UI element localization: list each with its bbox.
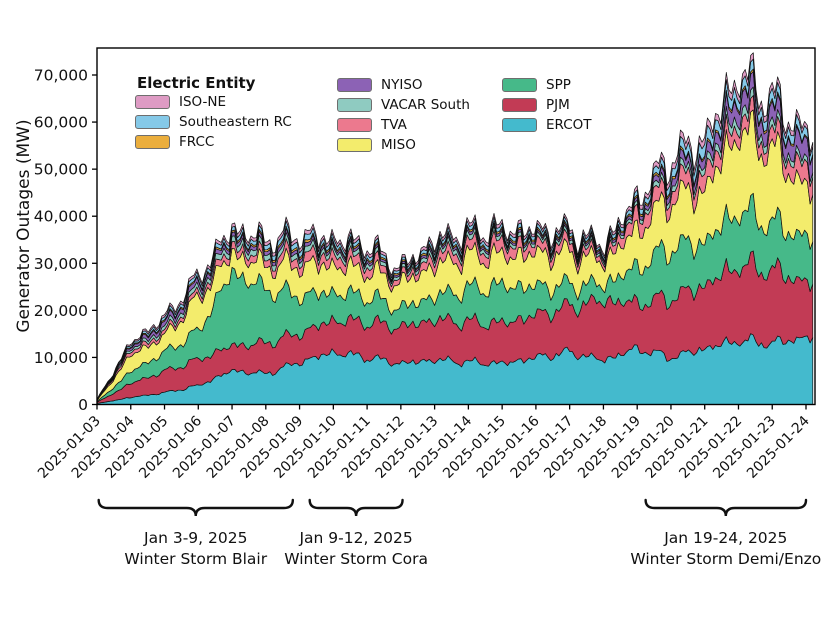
brace-winter-storm-blair	[97, 498, 295, 517]
brace-winter-storm-cora	[308, 498, 404, 517]
plot-border	[96, 47, 816, 406]
annotation-storm-name: Winter Storm Blair	[124, 550, 268, 568]
y-axis-label: Generator Outages (MW)	[14, 119, 34, 333]
y-tick-label: 10,000	[34, 349, 88, 367]
x-axis: 2025-01-032025-01-042025-01-052025-01-06…	[35, 404, 813, 482]
y-tick-label: 40,000	[34, 208, 88, 226]
y-tick-label: 60,000	[34, 114, 88, 132]
y-axis: 0 10,000 20,000 30,000 40,000 50,000 60,000 70,…	[34, 67, 97, 414]
y-tick-label: 50,000	[34, 161, 88, 179]
y-tick-label: 30,000	[34, 255, 88, 273]
annotation-storm-name: Winter Storm Demi/Enzo	[630, 550, 822, 568]
annotation-winter-storm-cora: Jan 9-12, 2025 Winter Storm Cora	[284, 528, 428, 570]
annotation-winter-storm-demi-enzo: Jan 19-24, 2025 Winter Storm Demi/Enzo	[630, 528, 821, 570]
annotation-date-range: Jan 9-12, 2025	[299, 529, 413, 547]
y-tick-label: 70,000	[34, 67, 88, 85]
annotation-date-range: Jan 19-24, 2025	[664, 529, 788, 547]
y-tick-label: 20,000	[34, 302, 88, 320]
brace-winter-storm-demi-enzo	[644, 498, 808, 517]
y-tick-label: 0	[78, 396, 88, 414]
annotation-winter-storm-blair: Jan 3-9, 2025 Winter Storm Blair	[124, 528, 267, 570]
stacked-areas	[97, 52, 814, 405]
annotation-date-range: Jan 3-9, 2025	[144, 529, 248, 547]
area-iso-ne	[97, 52, 814, 401]
annotation-storm-name: Winter Storm Cora	[284, 550, 428, 568]
